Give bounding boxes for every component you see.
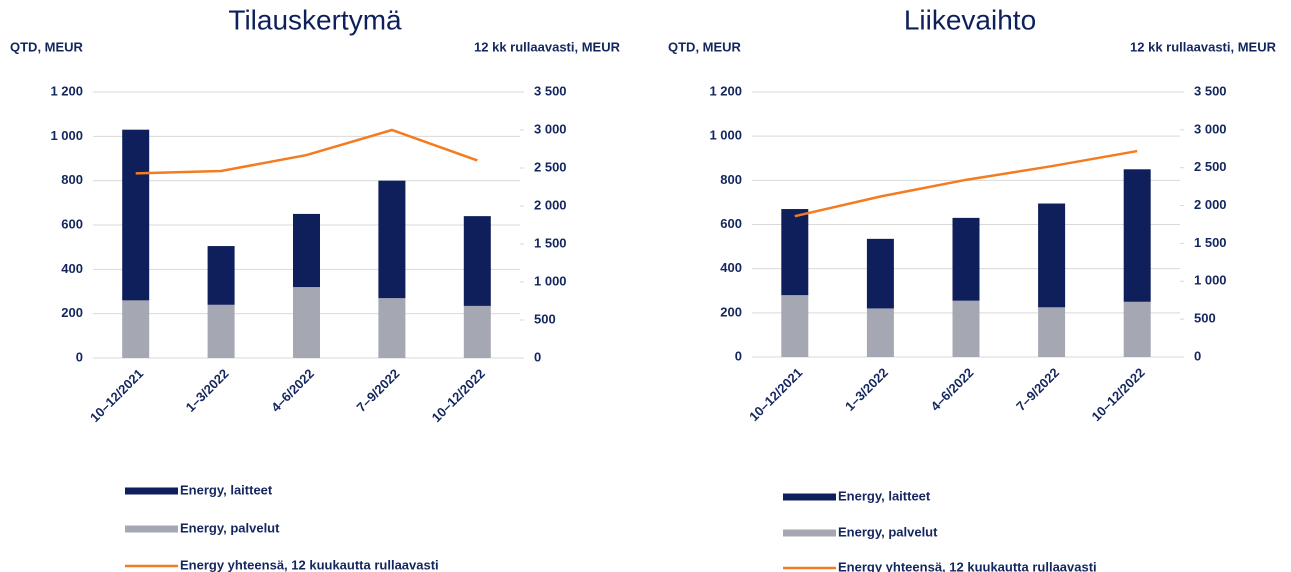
y2-tick-label: 500 — [1194, 311, 1216, 326]
x-tick-label: 10–12/2021 — [87, 366, 146, 425]
y2-tick-label: 2 000 — [534, 197, 567, 212]
legend-label: Energy yhteensä, 12 kuukautta rullaavast… — [838, 559, 1097, 572]
y-tick-label: 600 — [61, 216, 83, 231]
chart-title: Liikevaihto — [904, 4, 1036, 35]
legend-swatch — [783, 529, 836, 537]
bar — [952, 217, 980, 301]
y-axis-label: QTD, MEUR — [668, 39, 742, 54]
y2-tick-label: 3 500 — [1194, 83, 1227, 98]
bar — [866, 238, 894, 309]
bar — [207, 304, 235, 358]
y2-tick-label: 500 — [534, 311, 556, 326]
y-tick-label: 1 000 — [709, 128, 742, 143]
x-tick-label: 4–6/2022 — [928, 365, 977, 414]
legend-label: Energy, palvelut — [838, 524, 938, 539]
legend-label: Energy yhteensä, 12 kuukautta rullaavast… — [180, 557, 439, 572]
bar — [463, 305, 491, 358]
y-tick-label: 800 — [61, 172, 83, 187]
y2-tick-label: 3 000 — [534, 121, 567, 136]
x-tick-label: 10–12/2021 — [746, 365, 805, 424]
chart: Liikevaihto QTD, MEUR 12 kk rullaavasti, M… — [668, 4, 1277, 572]
bar — [1038, 203, 1066, 308]
line-series — [135, 128, 478, 175]
line-series — [794, 149, 1138, 218]
y-tick-label: 0 — [735, 348, 742, 363]
legend-label: Energy, palvelut — [180, 520, 280, 535]
bar — [781, 209, 809, 296]
y2-tick-label: 3 500 — [534, 83, 567, 98]
y-tick-label: 800 — [720, 172, 742, 187]
legend-label: Energy, laitteet — [180, 482, 273, 497]
y2-axis-label: 12 kk rullaavasti, MEUR — [474, 39, 621, 54]
y2-tick-label: 2 000 — [1194, 197, 1227, 212]
bar — [122, 129, 150, 301]
x-tick-label: 1–3/2022 — [842, 365, 891, 414]
bar — [1123, 169, 1151, 302]
x-tick-label: 10–12/2022 — [1089, 365, 1148, 424]
y2-tick-label: 1 000 — [1194, 273, 1227, 288]
y2-tick-label: 2 500 — [1194, 159, 1227, 174]
y-tick-label: 200 — [720, 304, 742, 319]
y2-tick-label: 0 — [534, 349, 541, 364]
bar — [866, 308, 894, 357]
y2-tick-label: 1 500 — [534, 235, 567, 250]
bar — [378, 180, 406, 299]
bar — [293, 287, 320, 358]
y2-tick-label: 2 500 — [534, 159, 567, 174]
y2-tick-label: 1 500 — [1194, 235, 1227, 250]
legend-swatch — [125, 525, 178, 533]
y-tick-label: 600 — [720, 216, 742, 231]
legend-swatch — [125, 487, 178, 495]
bar — [122, 300, 150, 358]
y-tick-label: 1 200 — [709, 83, 742, 98]
y-tick-label: 200 — [61, 305, 83, 320]
x-tick-label: 7–9/2022 — [1013, 365, 1062, 414]
x-tick-label: 4–6/2022 — [268, 366, 317, 415]
bar — [781, 295, 809, 357]
x-tick-label: 10–12/2022 — [429, 366, 488, 425]
bar — [463, 216, 491, 306]
chart: Tilauskertymä QTD, MEUR 12 kk rullaavasti,… — [10, 4, 621, 572]
bar — [1038, 307, 1066, 357]
y2-tick-label: 3 000 — [1194, 121, 1227, 136]
y-axis-label: QTD, MEUR — [10, 39, 84, 54]
bar — [378, 298, 406, 358]
y-tick-label: 400 — [61, 261, 83, 276]
y-tick-label: 400 — [720, 260, 742, 275]
y-tick-label: 1 200 — [50, 83, 83, 98]
bar — [207, 246, 235, 305]
bar — [952, 300, 980, 357]
legend-label: Energy, laitteet — [838, 488, 931, 503]
y-tick-label: 0 — [76, 349, 83, 364]
y2-tick-label: 1 000 — [534, 273, 567, 288]
y2-axis-label: 12 kk rullaavasti, MEUR — [1130, 39, 1277, 54]
x-tick-label: 7–9/2022 — [353, 366, 402, 415]
x-tick-label: 1–3/2022 — [183, 366, 232, 415]
bar — [293, 213, 320, 288]
y-tick-label: 1 000 — [50, 128, 83, 143]
chart-title: Tilauskertymä — [228, 4, 402, 35]
bar — [1123, 301, 1151, 357]
y2-tick-label: 0 — [1194, 348, 1201, 363]
legend-swatch — [783, 493, 836, 501]
